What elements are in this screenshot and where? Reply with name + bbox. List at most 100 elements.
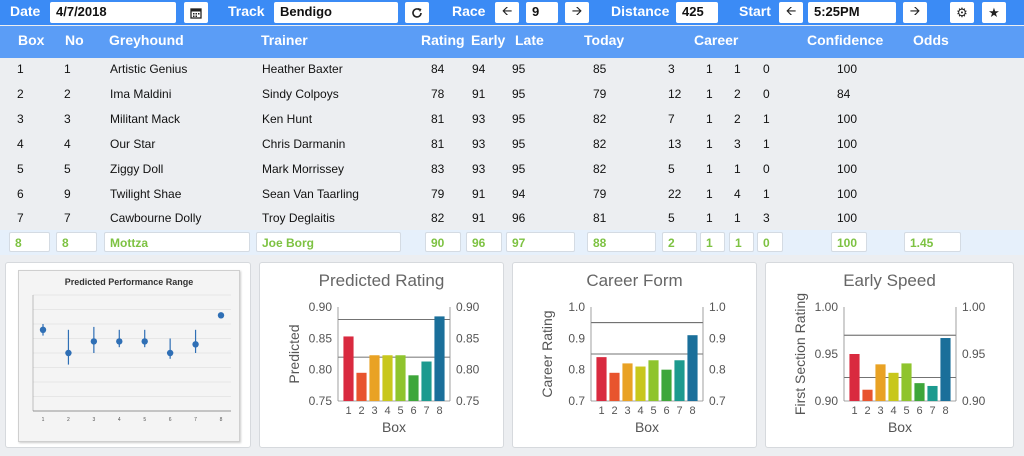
cell-rating: 84 — [431, 62, 445, 76]
cell-early: 91 — [472, 87, 486, 101]
race-field[interactable]: 9 — [526, 2, 558, 23]
cell-confidence[interactable]: 100 — [831, 232, 867, 252]
x-tick-label: 2 — [864, 405, 870, 417]
predicted-rating-chart: 0.75 0.75 0.80 0.80 0.85 0.85 0.90 0.90 1 2 3 4 5 6 7 8… — [286, 300, 480, 435]
cell-trainer[interactable]: Joe Borg — [256, 232, 401, 252]
cell-career-starts: 3 — [668, 62, 675, 76]
start-prev-button[interactable]: 🡨 — [779, 2, 803, 23]
col-rating[interactable]: Rating — [421, 32, 465, 48]
settings-button[interactable]: ⚙ — [950, 2, 974, 23]
cell-confidence: 100 — [837, 137, 858, 151]
x-tick-label: 7 — [423, 405, 429, 417]
cell-early[interactable]: 96 — [466, 232, 502, 252]
y-tick-label-right: 1.00 — [962, 300, 986, 314]
x-tick-label: 8 — [436, 405, 442, 417]
cell-early: 91 — [472, 187, 486, 201]
favorite-button[interactable]: ★ — [982, 2, 1006, 23]
start-time-field[interactable]: 5:25PM — [808, 2, 896, 23]
track-field[interactable]: Bendigo — [274, 2, 398, 23]
cell-rating: 83 — [431, 162, 445, 176]
y-tick-label-left: 0.90 — [815, 394, 839, 408]
bar — [875, 364, 886, 401]
distance-field[interactable]: 425 — [676, 2, 718, 23]
col-career[interactable]: Career — [694, 32, 739, 48]
race-prev-button[interactable]: 🡨 — [495, 2, 519, 23]
y-tick-label-right: 0.8 — [709, 363, 726, 377]
cell-today[interactable]: 88 — [587, 232, 656, 252]
col-early[interactable]: Early — [471, 32, 506, 48]
calendar-icon — [190, 7, 202, 19]
cell-trainer: Heather Baxter — [262, 62, 343, 76]
cell-career-wins[interactable]: 1 — [700, 232, 725, 252]
x-axis-label: Box — [888, 419, 912, 435]
y-tick-label-right: 0.7 — [709, 394, 726, 408]
cell-trainer: Mark Morrissey — [262, 162, 345, 176]
cell-trainer: Troy Deglaitis — [262, 211, 335, 225]
race-next-button[interactable]: 🡪 — [565, 2, 589, 23]
col-confidence[interactable]: Confidence — [807, 32, 884, 48]
cell-rating: 78 — [431, 87, 445, 101]
cell-career-wins: 1 — [706, 187, 713, 201]
data-point — [217, 312, 225, 319]
cell-career-starts[interactable]: 2 — [662, 232, 697, 252]
y-tick-label-left: 0.85 — [309, 331, 333, 345]
x-tick-label: 8 — [220, 417, 223, 423]
career-form-panel: Career Form 0.7 0.7 0.8 0.8 0.9 0.9 1.0 1.0 1 2 3 4… — [512, 262, 757, 448]
cell-career-thirds: 0 — [763, 87, 770, 101]
y-tick-label-left: 0.75 — [309, 394, 333, 408]
cell-greyhound[interactable]: Mottza — [104, 232, 250, 252]
table-row[interactable]: 7 7 Cawbourne Dolly Troy Deglaitis 82 91… — [0, 206, 1024, 231]
cell-trainer: Sindy Colpoys — [262, 87, 339, 101]
cell-odds[interactable]: 1.45 — [904, 232, 961, 252]
table-row-selected[interactable]: 8 8 Mottza Joe Borg 90 96 97 88 2 1 1 0 … — [0, 230, 1024, 255]
col-odds[interactable]: Odds — [913, 32, 949, 48]
refresh-button[interactable] — [405, 2, 429, 23]
cell-rating: 81 — [431, 137, 445, 151]
x-tick-label: 7 — [929, 405, 935, 417]
bar — [648, 360, 659, 401]
y-axis-label: Career Rating — [539, 310, 555, 397]
col-late[interactable]: Late — [515, 32, 544, 48]
bar — [356, 372, 367, 401]
table-row[interactable]: 5 5 Ziggy Doll Mark Morrissey 83 93 95 8… — [0, 157, 1024, 182]
cell-box[interactable]: 8 — [9, 232, 50, 252]
x-tick-label: 5 — [143, 417, 146, 423]
performance-range-panel: Predicted Performance Range 1 2 3 4 5 6 7 8 — [5, 262, 251, 448]
cell-career-starts: 7 — [668, 112, 675, 126]
bar — [862, 389, 873, 401]
cell-rating[interactable]: 90 — [425, 232, 461, 252]
cell-career-thirds: 1 — [763, 137, 770, 151]
col-greyhound[interactable]: Greyhound — [109, 32, 184, 48]
start-next-button[interactable]: 🡪 — [903, 2, 927, 23]
cell-career-starts: 5 — [668, 211, 675, 225]
table-header: Box No Greyhound Trainer Rating Early La… — [0, 26, 1024, 58]
bar — [674, 360, 685, 401]
cell-late[interactable]: 97 — [506, 232, 575, 252]
x-tick-label: 6 — [169, 417, 172, 423]
date-field[interactable]: 4/7/2018 — [50, 2, 176, 23]
cell-career-seconds[interactable]: 1 — [729, 232, 754, 252]
cell-today: 81 — [593, 211, 607, 225]
cell-career-seconds: 2 — [734, 112, 741, 126]
table-row[interactable]: 4 4 Our Star Chris Darmanin 81 93 95 82 … — [0, 132, 1024, 157]
cell-no[interactable]: 8 — [56, 232, 97, 252]
data-point — [39, 326, 47, 333]
col-box[interactable]: Box — [18, 32, 45, 48]
cell-confidence: 100 — [837, 162, 858, 176]
col-trainer[interactable]: Trainer — [261, 32, 308, 48]
y-axis-label: First Section Rating — [792, 293, 808, 415]
table-row[interactable]: 6 9 Twilight Shae Sean Van Taarling 79 9… — [0, 182, 1024, 207]
table-row[interactable]: 3 3 Militant Mack Ken Hunt 81 93 95 82 7… — [0, 107, 1024, 132]
arrow-left-icon: 🡨 — [785, 2, 797, 18]
table-row[interactable]: 1 1 Artistic Genius Heather Baxter 84 94… — [0, 57, 1024, 82]
table-row[interactable]: 2 2 Ima Maldini Sindy Colpoys 78 91 95 7… — [0, 82, 1024, 107]
cell-career-wins: 1 — [706, 62, 713, 76]
race-label: Race — [452, 3, 486, 19]
cell-career-seconds: 4 — [734, 187, 741, 201]
col-today[interactable]: Today — [584, 32, 625, 48]
cell-career-thirds[interactable]: 0 — [757, 232, 783, 252]
col-no[interactable]: No — [65, 32, 84, 48]
calendar-button[interactable] — [184, 2, 208, 23]
bar — [434, 316, 445, 401]
bar — [914, 383, 925, 401]
